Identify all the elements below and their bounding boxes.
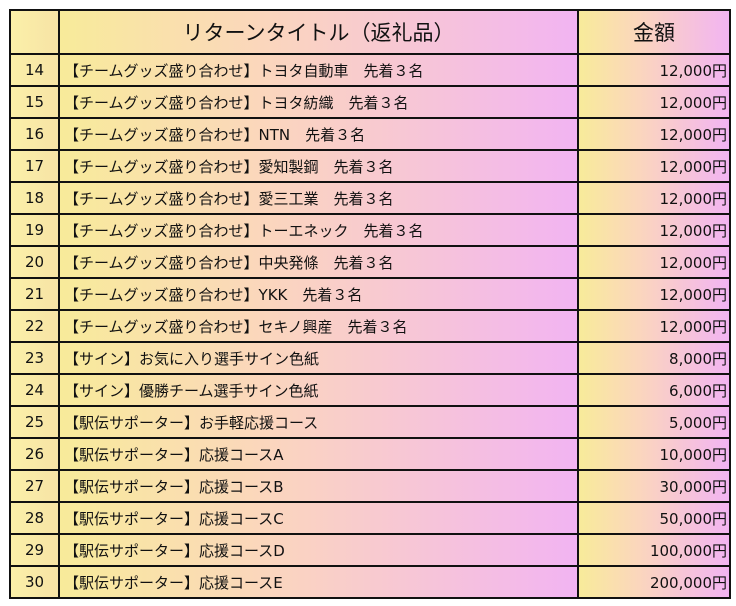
row-number: 15 — [9, 85, 60, 119]
table-row: 29 【駅伝サポーター】応援コースD 100,000円 — [9, 533, 731, 567]
table-row: 19 【チームグッズ盛り合わせ】トーエネック 先着３名 12,000円 — [9, 213, 731, 247]
row-title: 【駅伝サポーター】応援コースA — [58, 437, 579, 471]
row-number: 25 — [9, 405, 60, 439]
row-amount: 12,000円 — [577, 53, 731, 87]
table-row: 18 【チームグッズ盛り合わせ】愛三工業 先着３名 12,000円 — [9, 181, 731, 215]
row-amount: 12,000円 — [577, 149, 731, 183]
row-number: 28 — [9, 501, 60, 535]
row-number: 30 — [9, 565, 60, 599]
table-row: 25 【駅伝サポーター】お手軽応援コース 5,000円 — [9, 405, 731, 439]
table-row: 28 【駅伝サポーター】応援コースC 50,000円 — [9, 501, 731, 535]
row-title: 【駅伝サポーター】応援コースC — [58, 501, 579, 535]
row-number: 24 — [9, 373, 60, 407]
table-row: 27 【駅伝サポーター】応援コースB 30,000円 — [9, 469, 731, 503]
row-number: 20 — [9, 245, 60, 279]
row-amount: 10,000円 — [577, 437, 731, 471]
table-row: 16 【チームグッズ盛り合わせ】NTN 先着３名 12,000円 — [9, 117, 731, 151]
row-title: 【駅伝サポーター】応援コースE — [58, 565, 579, 599]
row-title: 【サイン】お気に入り選手サイン色紙 — [58, 341, 579, 375]
row-title: 【チームグッズ盛り合わせ】愛三工業 先着３名 — [58, 181, 579, 215]
row-title: 【駅伝サポーター】応援コースD — [58, 533, 579, 567]
row-number: 23 — [9, 341, 60, 375]
row-amount: 12,000円 — [577, 181, 731, 215]
table-row: 23 【サイン】お気に入り選手サイン色紙 8,000円 — [9, 341, 731, 375]
row-number: 22 — [9, 309, 60, 343]
row-title: 【駅伝サポーター】お手軽応援コース — [58, 405, 579, 439]
row-title: 【チームグッズ盛り合わせ】中央発條 先着３名 — [58, 245, 579, 279]
row-amount: 12,000円 — [577, 277, 731, 311]
header-amount: 金額 — [577, 9, 731, 55]
table-row: 14 【チームグッズ盛り合わせ】トヨタ自動車 先着３名 12,000円 — [9, 53, 731, 87]
row-amount: 5,000円 — [577, 405, 731, 439]
header-return-title: リターンタイトル（返礼品） — [58, 9, 579, 55]
table-row: 21 【チームグッズ盛り合わせ】YKK 先着３名 12,000円 — [9, 277, 731, 311]
row-title: 【チームグッズ盛り合わせ】トーエネック 先着３名 — [58, 213, 579, 247]
row-amount: 30,000円 — [577, 469, 731, 503]
row-number: 27 — [9, 469, 60, 503]
row-amount: 6,000円 — [577, 373, 731, 407]
row-number: 21 — [9, 277, 60, 311]
row-amount: 12,000円 — [577, 117, 731, 151]
row-title: 【サイン】優勝チーム選手サイン色紙 — [58, 373, 579, 407]
row-amount: 200,000円 — [577, 565, 731, 599]
row-amount: 8,000円 — [577, 341, 731, 375]
row-number: 19 — [9, 213, 60, 247]
returns-table: リターンタイトル（返礼品） 金額 14 【チームグッズ盛り合わせ】トヨタ自動車 先… — [9, 9, 731, 599]
row-title: 【チームグッズ盛り合わせ】トヨタ紡織 先着３名 — [58, 85, 579, 119]
table-row: 17 【チームグッズ盛り合わせ】愛知製鋼 先着３名 12,000円 — [9, 149, 731, 183]
row-title: 【チームグッズ盛り合わせ】トヨタ自動車 先着３名 — [58, 53, 579, 87]
row-number: 17 — [9, 149, 60, 183]
row-amount: 100,000円 — [577, 533, 731, 567]
header-number — [9, 9, 60, 55]
row-amount: 12,000円 — [577, 213, 731, 247]
row-amount: 12,000円 — [577, 245, 731, 279]
table-header-row: リターンタイトル（返礼品） 金額 — [9, 9, 731, 55]
table-row: 24 【サイン】優勝チーム選手サイン色紙 6,000円 — [9, 373, 731, 407]
returns-table-container: リターンタイトル（返礼品） 金額 14 【チームグッズ盛り合わせ】トヨタ自動車 先… — [9, 9, 731, 599]
table-row: 20 【チームグッズ盛り合わせ】中央発條 先着３名 12,000円 — [9, 245, 731, 279]
table-row: 22 【チームグッズ盛り合わせ】セキノ興産 先着３名 12,000円 — [9, 309, 731, 343]
row-title: 【チームグッズ盛り合わせ】セキノ興産 先着３名 — [58, 309, 579, 343]
row-title: 【チームグッズ盛り合わせ】愛知製鋼 先着３名 — [58, 149, 579, 183]
table-row: 15 【チームグッズ盛り合わせ】トヨタ紡織 先着３名 12,000円 — [9, 85, 731, 119]
row-amount: 50,000円 — [577, 501, 731, 535]
row-number: 26 — [9, 437, 60, 471]
row-number: 18 — [9, 181, 60, 215]
table-row: 26 【駅伝サポーター】応援コースA 10,000円 — [9, 437, 731, 471]
row-number: 14 — [9, 53, 60, 87]
row-title: 【駅伝サポーター】応援コースB — [58, 469, 579, 503]
row-number: 16 — [9, 117, 60, 151]
row-number: 29 — [9, 533, 60, 567]
row-title: 【チームグッズ盛り合わせ】NTN 先着３名 — [58, 117, 579, 151]
table-row: 30 【駅伝サポーター】応援コースE 200,000円 — [9, 565, 731, 599]
row-title: 【チームグッズ盛り合わせ】YKK 先着３名 — [58, 277, 579, 311]
row-amount: 12,000円 — [577, 309, 731, 343]
row-amount: 12,000円 — [577, 85, 731, 119]
